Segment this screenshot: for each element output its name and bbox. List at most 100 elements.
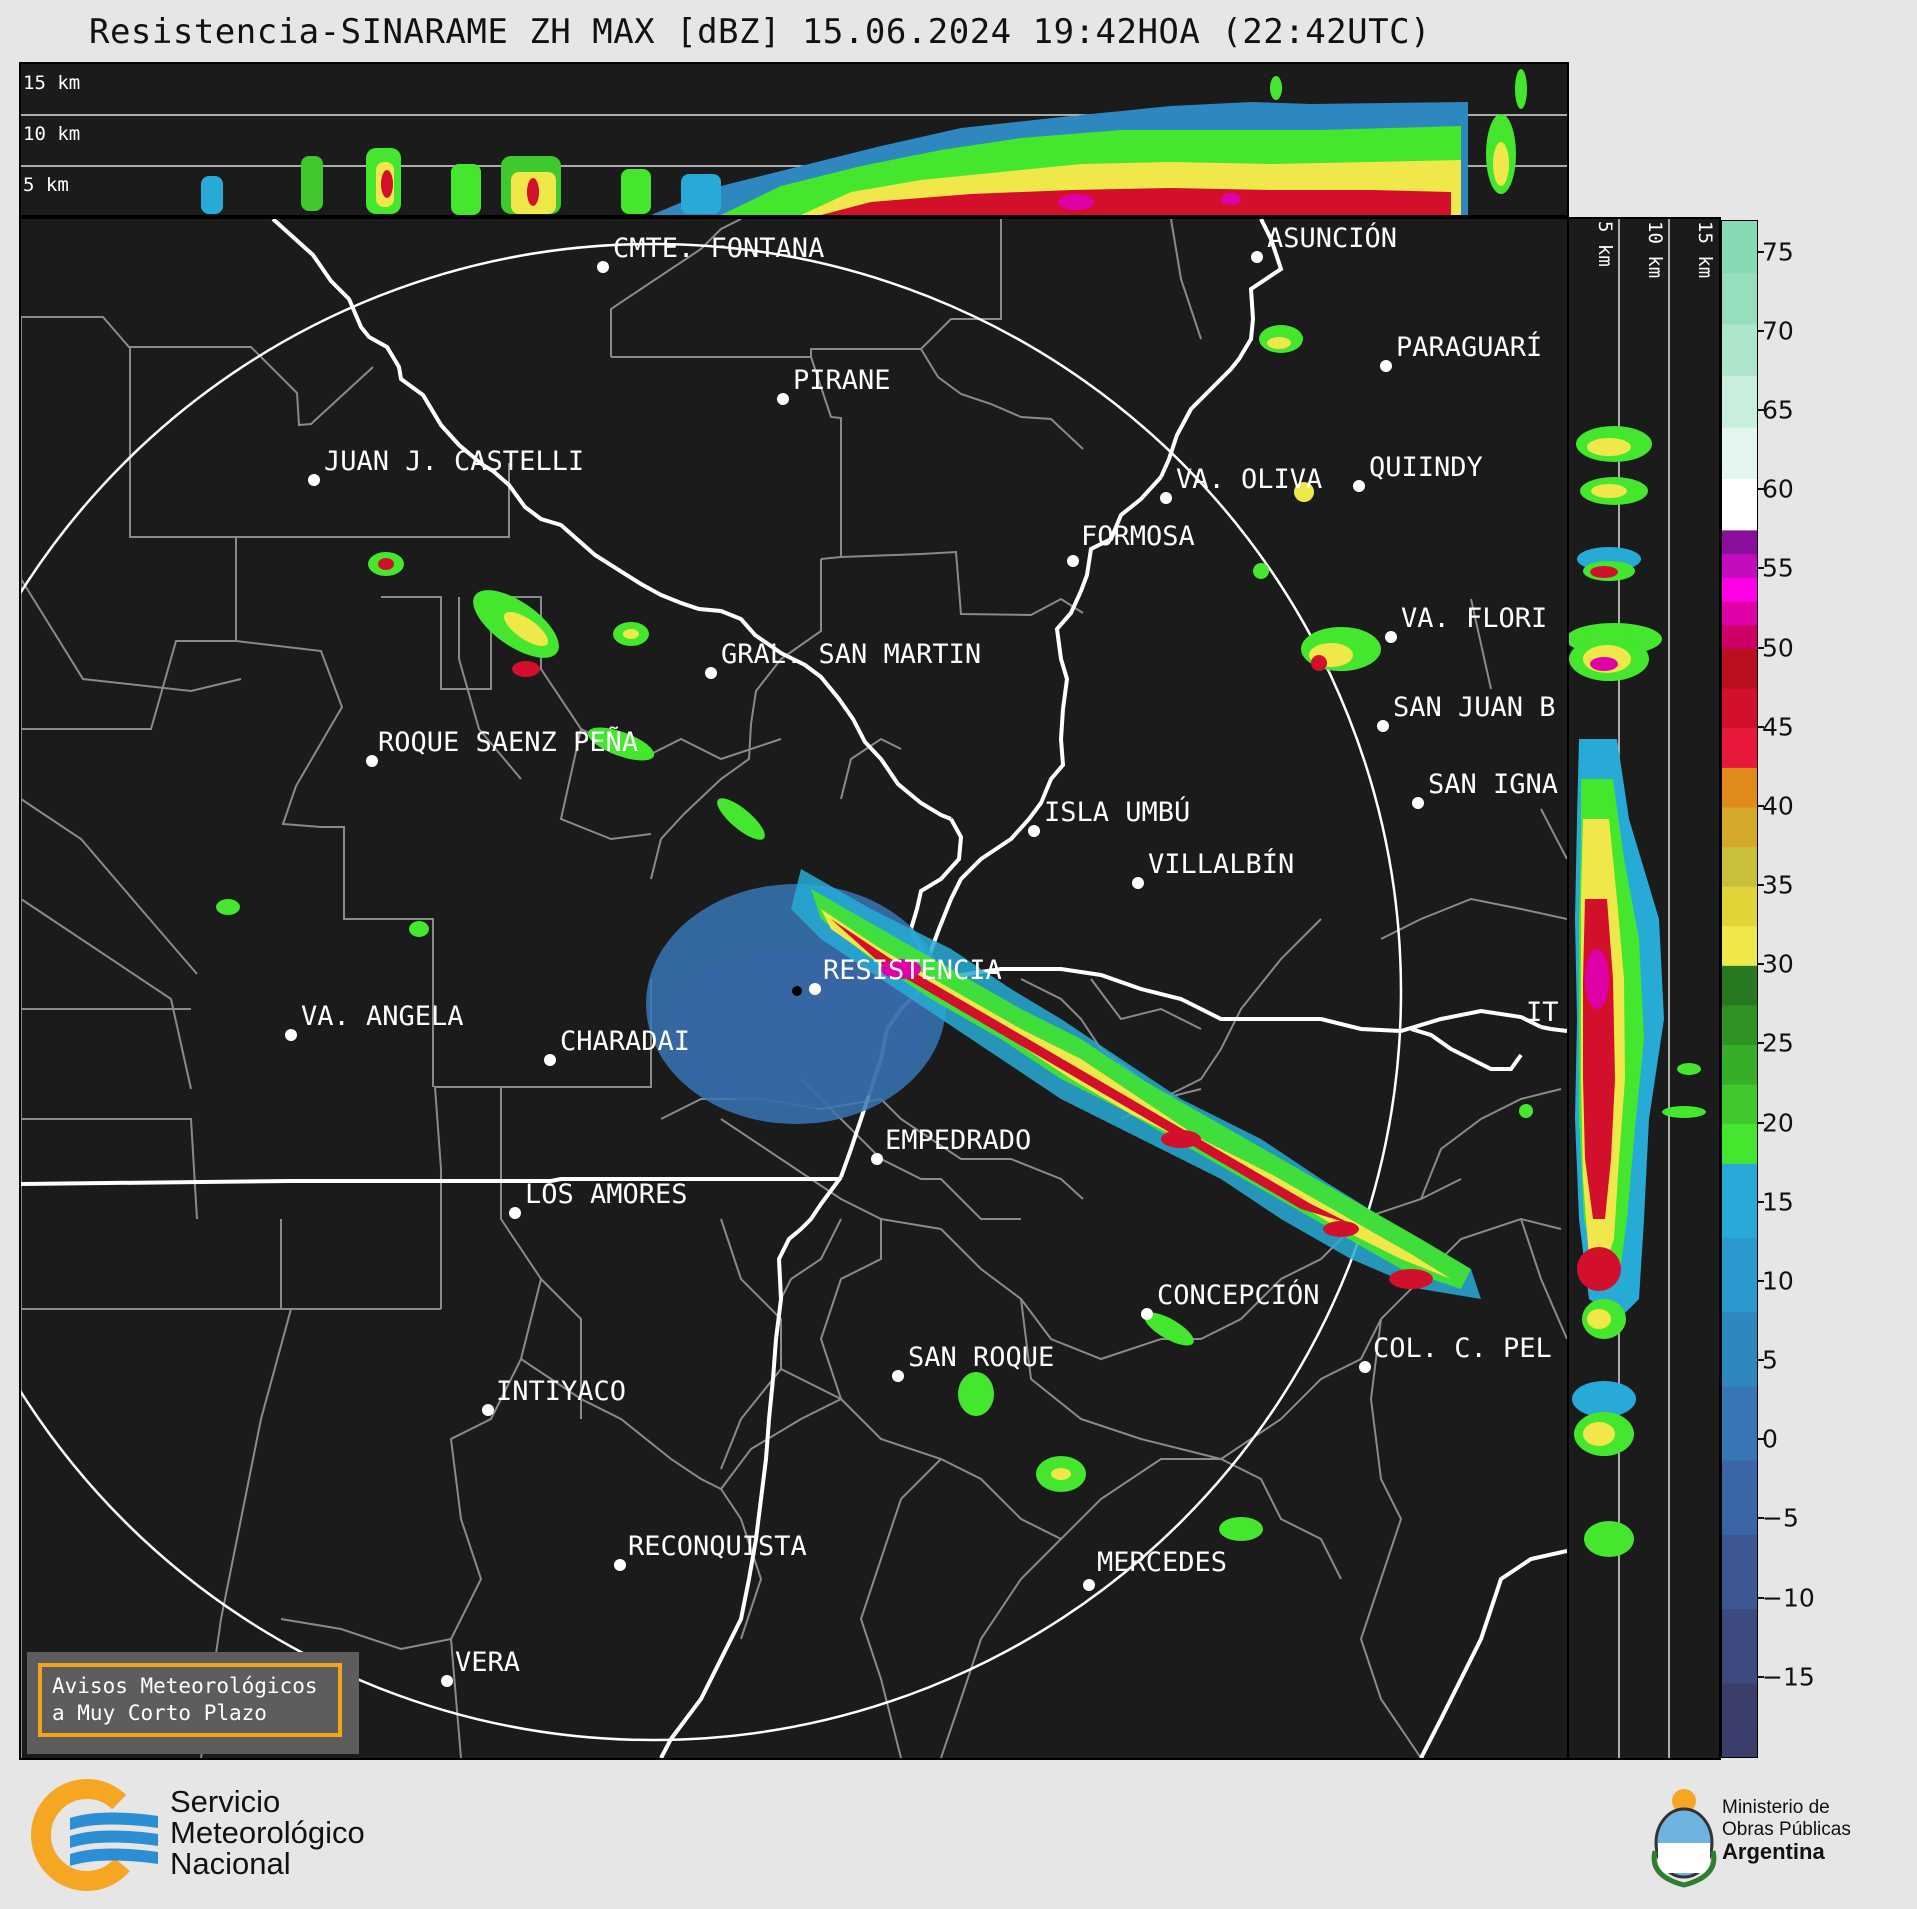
colorbar-band [1722, 925, 1757, 966]
colorbar-band [1722, 375, 1757, 428]
notice-line-1: Avisos Meteorológicos [52, 1674, 318, 1698]
colorbar-tick [1758, 1517, 1764, 1520]
city-label: INTIYACO [496, 1376, 626, 1407]
colorbar-band [1722, 1044, 1757, 1085]
side-height-label-15: 15 km [1694, 221, 1716, 278]
city-label: FORMOSA [1081, 521, 1195, 552]
colorbar-band [1722, 767, 1757, 808]
colorbar-tick [1758, 1042, 1764, 1045]
colorbar-tick [1758, 567, 1764, 570]
city-labels: CMTE. FONTANA ASUNCIÓN PARAGUARÍ PIRANE … [301, 222, 1559, 1678]
colorbar-band [1722, 272, 1757, 325]
colorbar-band [1722, 624, 1757, 650]
colorbar-tick [1758, 329, 1764, 332]
colorbar-band [1722, 601, 1757, 626]
radar-map[interactable]: CMTE. FONTANA ASUNCIÓN PARAGUARÍ PIRANE … [0, 217, 1569, 1760]
city-label: QUIINDY [1369, 452, 1483, 483]
colorbar-band [1722, 727, 1757, 768]
colorbar-tick-label: 50 [1762, 633, 1794, 663]
colorbar-tick [1758, 1675, 1764, 1678]
colorbar-band [1722, 1385, 1757, 1461]
colorbar-tick-label: 35 [1762, 870, 1794, 900]
colorbar-band [1722, 478, 1757, 531]
colorbar-tick-label: 0 [1762, 1424, 1778, 1454]
city-label: IT [1526, 997, 1559, 1028]
colorbar-band [1722, 1608, 1757, 1684]
gov-logo-text: Ministerio de Obras Públicas Argentina [1722, 1797, 1851, 1864]
city-label: CONCEPCIÓN [1157, 1279, 1320, 1311]
colorbar-tick-label: 55 [1762, 553, 1794, 583]
coat-of-arms-icon [1651, 1789, 1717, 1888]
city-label: MERCEDES [1097, 1547, 1227, 1578]
height-label-5: 5 km [23, 174, 69, 196]
city-label: CMTE. FONTANA [613, 233, 824, 264]
colorbar-band [1722, 1311, 1757, 1387]
colorbar-band [1722, 886, 1757, 927]
dbz-colorbar [1721, 220, 1758, 1758]
city-label: VA. FLORI [1401, 603, 1547, 634]
city-label: COL. C. PEL [1373, 1333, 1552, 1364]
city-label: SAN IGNA [1428, 769, 1558, 800]
colorbar-band [1722, 806, 1757, 848]
city-label: ROQUE SAENZ PEÑA [378, 726, 638, 758]
range-ring [0, 242, 1403, 1742]
city-label: SAN ROQUE [908, 1342, 1054, 1373]
radar-site-marker [792, 986, 802, 996]
colorbar-band [1722, 1682, 1757, 1758]
colorbar-tick-label: 60 [1762, 474, 1794, 504]
colorbar-tick [1758, 1121, 1764, 1124]
city-label: VERA [455, 1647, 520, 1678]
colorbar-band [1722, 1084, 1757, 1125]
smn-logo-icon [31, 1779, 158, 1891]
colorbar-band [1722, 577, 1757, 602]
top-profile-svg: 15 km 10 km 5 km [21, 69, 1567, 215]
city-label: ISLA UMBÚ [1044, 796, 1190, 828]
side-echo-blobs [1566, 426, 1706, 1557]
colorbar-band [1722, 846, 1757, 887]
colorbar-band [1722, 1534, 1757, 1610]
colorbar-band [1722, 1460, 1757, 1535]
city-label: RESISTENCIA [823, 955, 1002, 986]
colorbar-tick [1758, 1200, 1764, 1203]
city-label: VILLALBÍN [1148, 848, 1294, 880]
colorbar-tick [1758, 884, 1764, 887]
colorbar-tick [1758, 963, 1764, 966]
height-label-15: 15 km [23, 72, 80, 94]
colorbar-tick-label: 25 [1762, 1028, 1794, 1058]
colorbar-tick-label: 10 [1762, 1266, 1794, 1296]
side-profile-svg: 5 km 10 km 15 km [1566, 219, 1716, 1758]
top-echo-blobs [201, 69, 1527, 215]
city-label: SAN JUAN B [1393, 692, 1556, 723]
city-label: PIRANE [793, 365, 891, 396]
colorbar-tick-label: 30 [1762, 949, 1794, 979]
notice-link[interactable]: Avisos Meteorológicos a Muy Corto Plazo [38, 1663, 342, 1737]
notice-box[interactable]: Avisos Meteorológicos a Muy Corto Plazo [27, 1652, 359, 1754]
colorbar-tick [1758, 250, 1764, 253]
city-label: GRAL. SAN MARTIN [721, 639, 981, 670]
height-label-10: 10 km [23, 123, 80, 145]
colorbar-band [1722, 1237, 1757, 1313]
colorbar-band [1722, 529, 1757, 555]
colorbar-tick-label: −5 [1762, 1503, 1799, 1533]
city-label: ASUNCIÓN [1267, 222, 1397, 254]
colorbar-tick-label: −15 [1762, 1662, 1815, 1692]
colorbar-tick [1758, 1279, 1764, 1282]
colorbar-tick-label: −10 [1762, 1583, 1815, 1613]
city-label: CHARADAI [560, 1026, 690, 1057]
colorbar-tick [1758, 804, 1764, 807]
city-label: EMPEDRADO [885, 1125, 1031, 1156]
map-title: Resistencia-SINARAME ZH MAX [dBZ] 15.06.… [88, 12, 1432, 52]
colorbar-band [1722, 648, 1757, 689]
city-label: VA. OLIVA [1176, 464, 1322, 495]
colorbar-tick [1758, 725, 1764, 728]
colorbar-band [1722, 1163, 1757, 1239]
colorbar-band [1722, 553, 1757, 578]
colorbar-svg [1722, 221, 1757, 1758]
colorbar-band [1722, 1004, 1757, 1046]
colorbar-tick-label: 65 [1762, 395, 1794, 425]
colorbar-band [1722, 426, 1757, 479]
city-label: RECONQUISTA [628, 1531, 807, 1562]
city-markers [285, 251, 1424, 1687]
colorbar-band [1722, 221, 1757, 274]
colorbar-band [1722, 688, 1757, 729]
